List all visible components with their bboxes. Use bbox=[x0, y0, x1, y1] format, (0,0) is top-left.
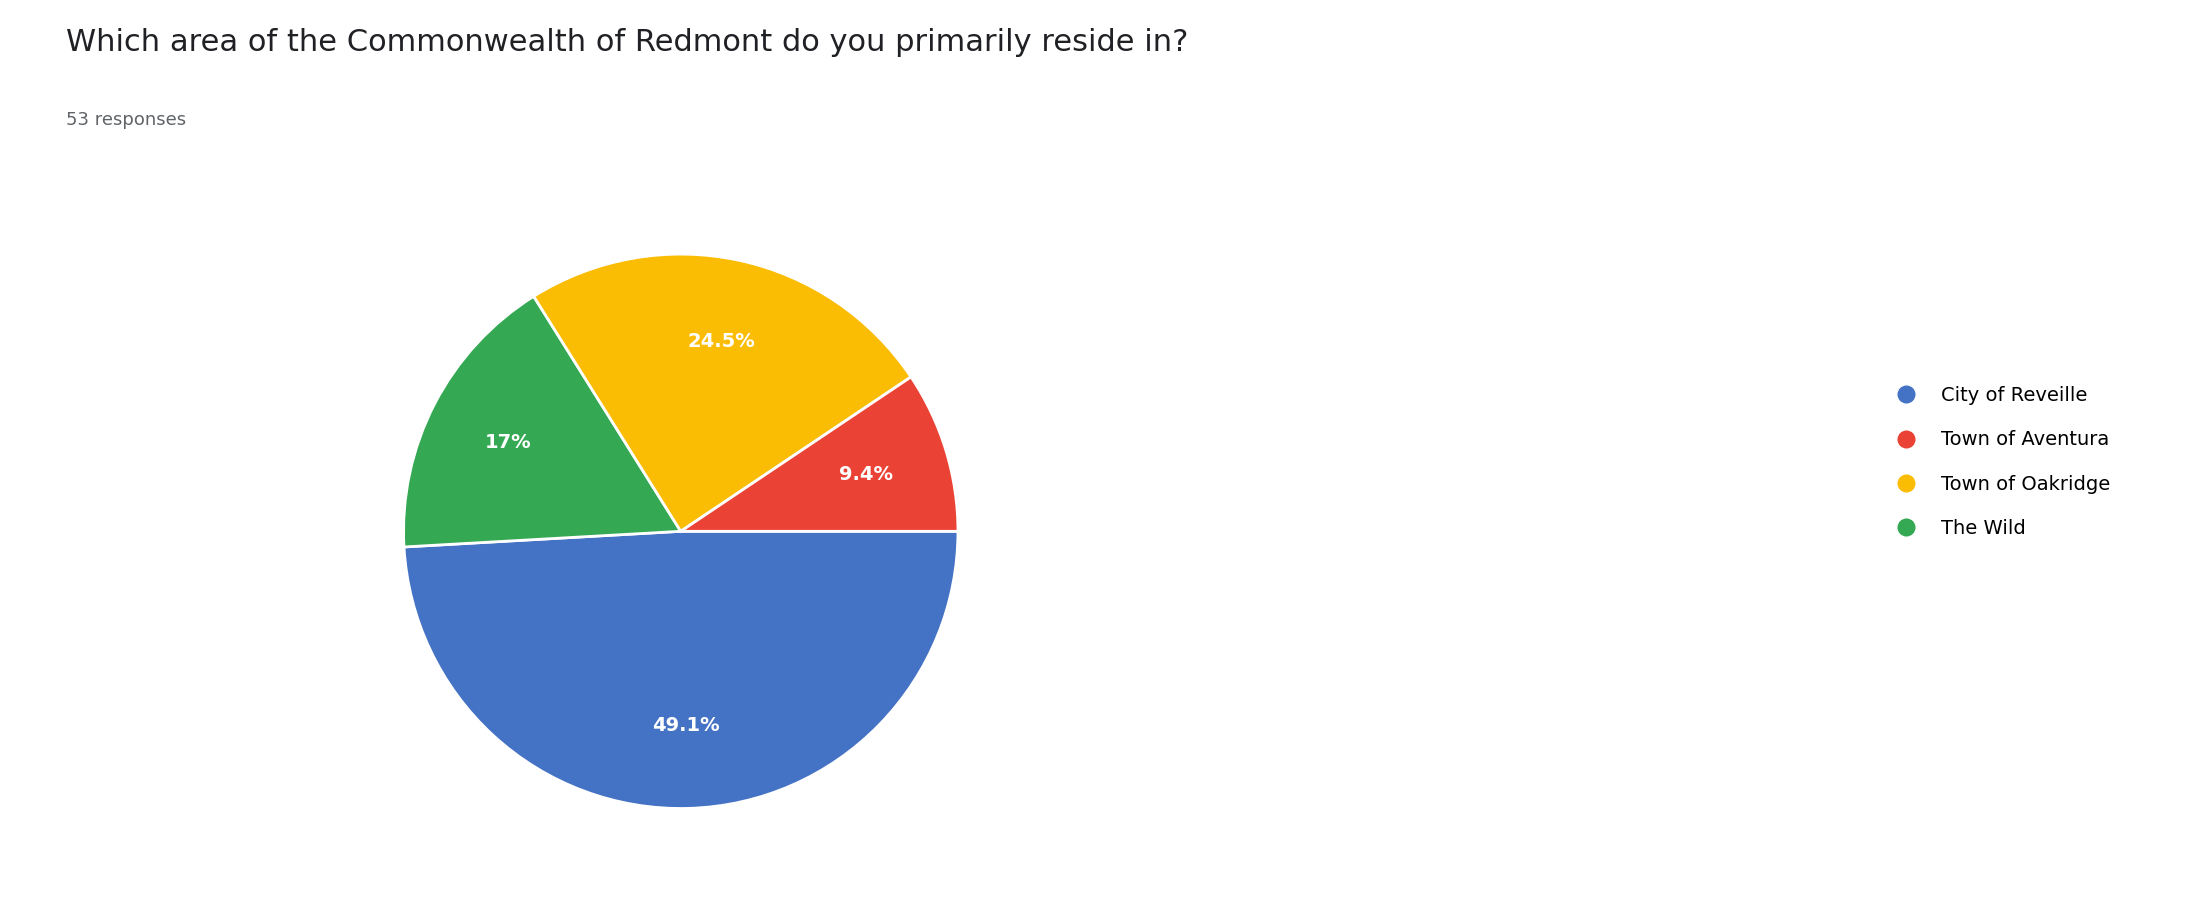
Wedge shape bbox=[404, 531, 957, 808]
Wedge shape bbox=[534, 254, 911, 531]
Text: 53 responses: 53 responses bbox=[66, 111, 187, 128]
Wedge shape bbox=[681, 377, 957, 531]
Text: 24.5%: 24.5% bbox=[687, 332, 755, 351]
Text: 49.1%: 49.1% bbox=[652, 716, 720, 735]
Text: 9.4%: 9.4% bbox=[839, 466, 894, 484]
Wedge shape bbox=[404, 297, 681, 547]
Legend: City of Reveille, Town of Aventura, Town of Oakridge, The Wild: City of Reveille, Town of Aventura, Town… bbox=[1878, 376, 2121, 548]
Text: 17%: 17% bbox=[485, 432, 531, 452]
Text: Which area of the Commonwealth of Redmont do you primarily reside in?: Which area of the Commonwealth of Redmon… bbox=[66, 28, 1188, 56]
